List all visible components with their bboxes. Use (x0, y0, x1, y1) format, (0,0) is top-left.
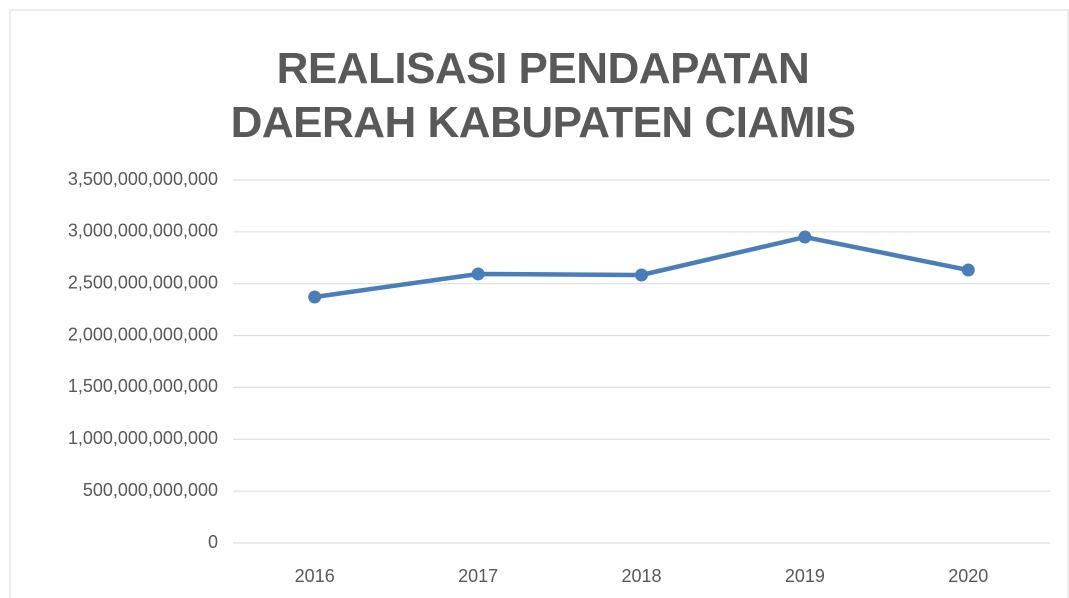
y-tick-label: 3,500,000,000,000 (68, 169, 218, 189)
marker (798, 230, 812, 244)
marker (961, 263, 975, 277)
y-tick-label: 1,500,000,000,000 (68, 376, 218, 396)
marker (471, 267, 485, 281)
y-tick-label: 1,000,000,000,000 (68, 428, 218, 448)
x-tick-label: 2020 (948, 566, 988, 586)
x-tick-label: 2018 (621, 566, 661, 586)
marker (635, 268, 648, 282)
y-tick-label: 2,000,000,000,000 (68, 324, 218, 344)
line (314, 234, 969, 300)
chart-frame (9, 9, 1069, 598)
x-tick-label: 2019 (785, 566, 825, 586)
chart-title: REALISASI PENDAPATAN DAERAH KABUPATEN CI… (230, 44, 856, 147)
y-tick-label: 500,000,000,000 (83, 480, 218, 500)
x-tick-label: 2016 (295, 566, 335, 586)
y-tick-label: 2,500,000,000,000 (68, 272, 218, 292)
marker (308, 290, 322, 304)
y-tick-label: 0 (208, 532, 218, 552)
x-tick-label: 2017 (458, 566, 498, 586)
y-tick-label: 3,000,000,000,000 (68, 221, 218, 241)
